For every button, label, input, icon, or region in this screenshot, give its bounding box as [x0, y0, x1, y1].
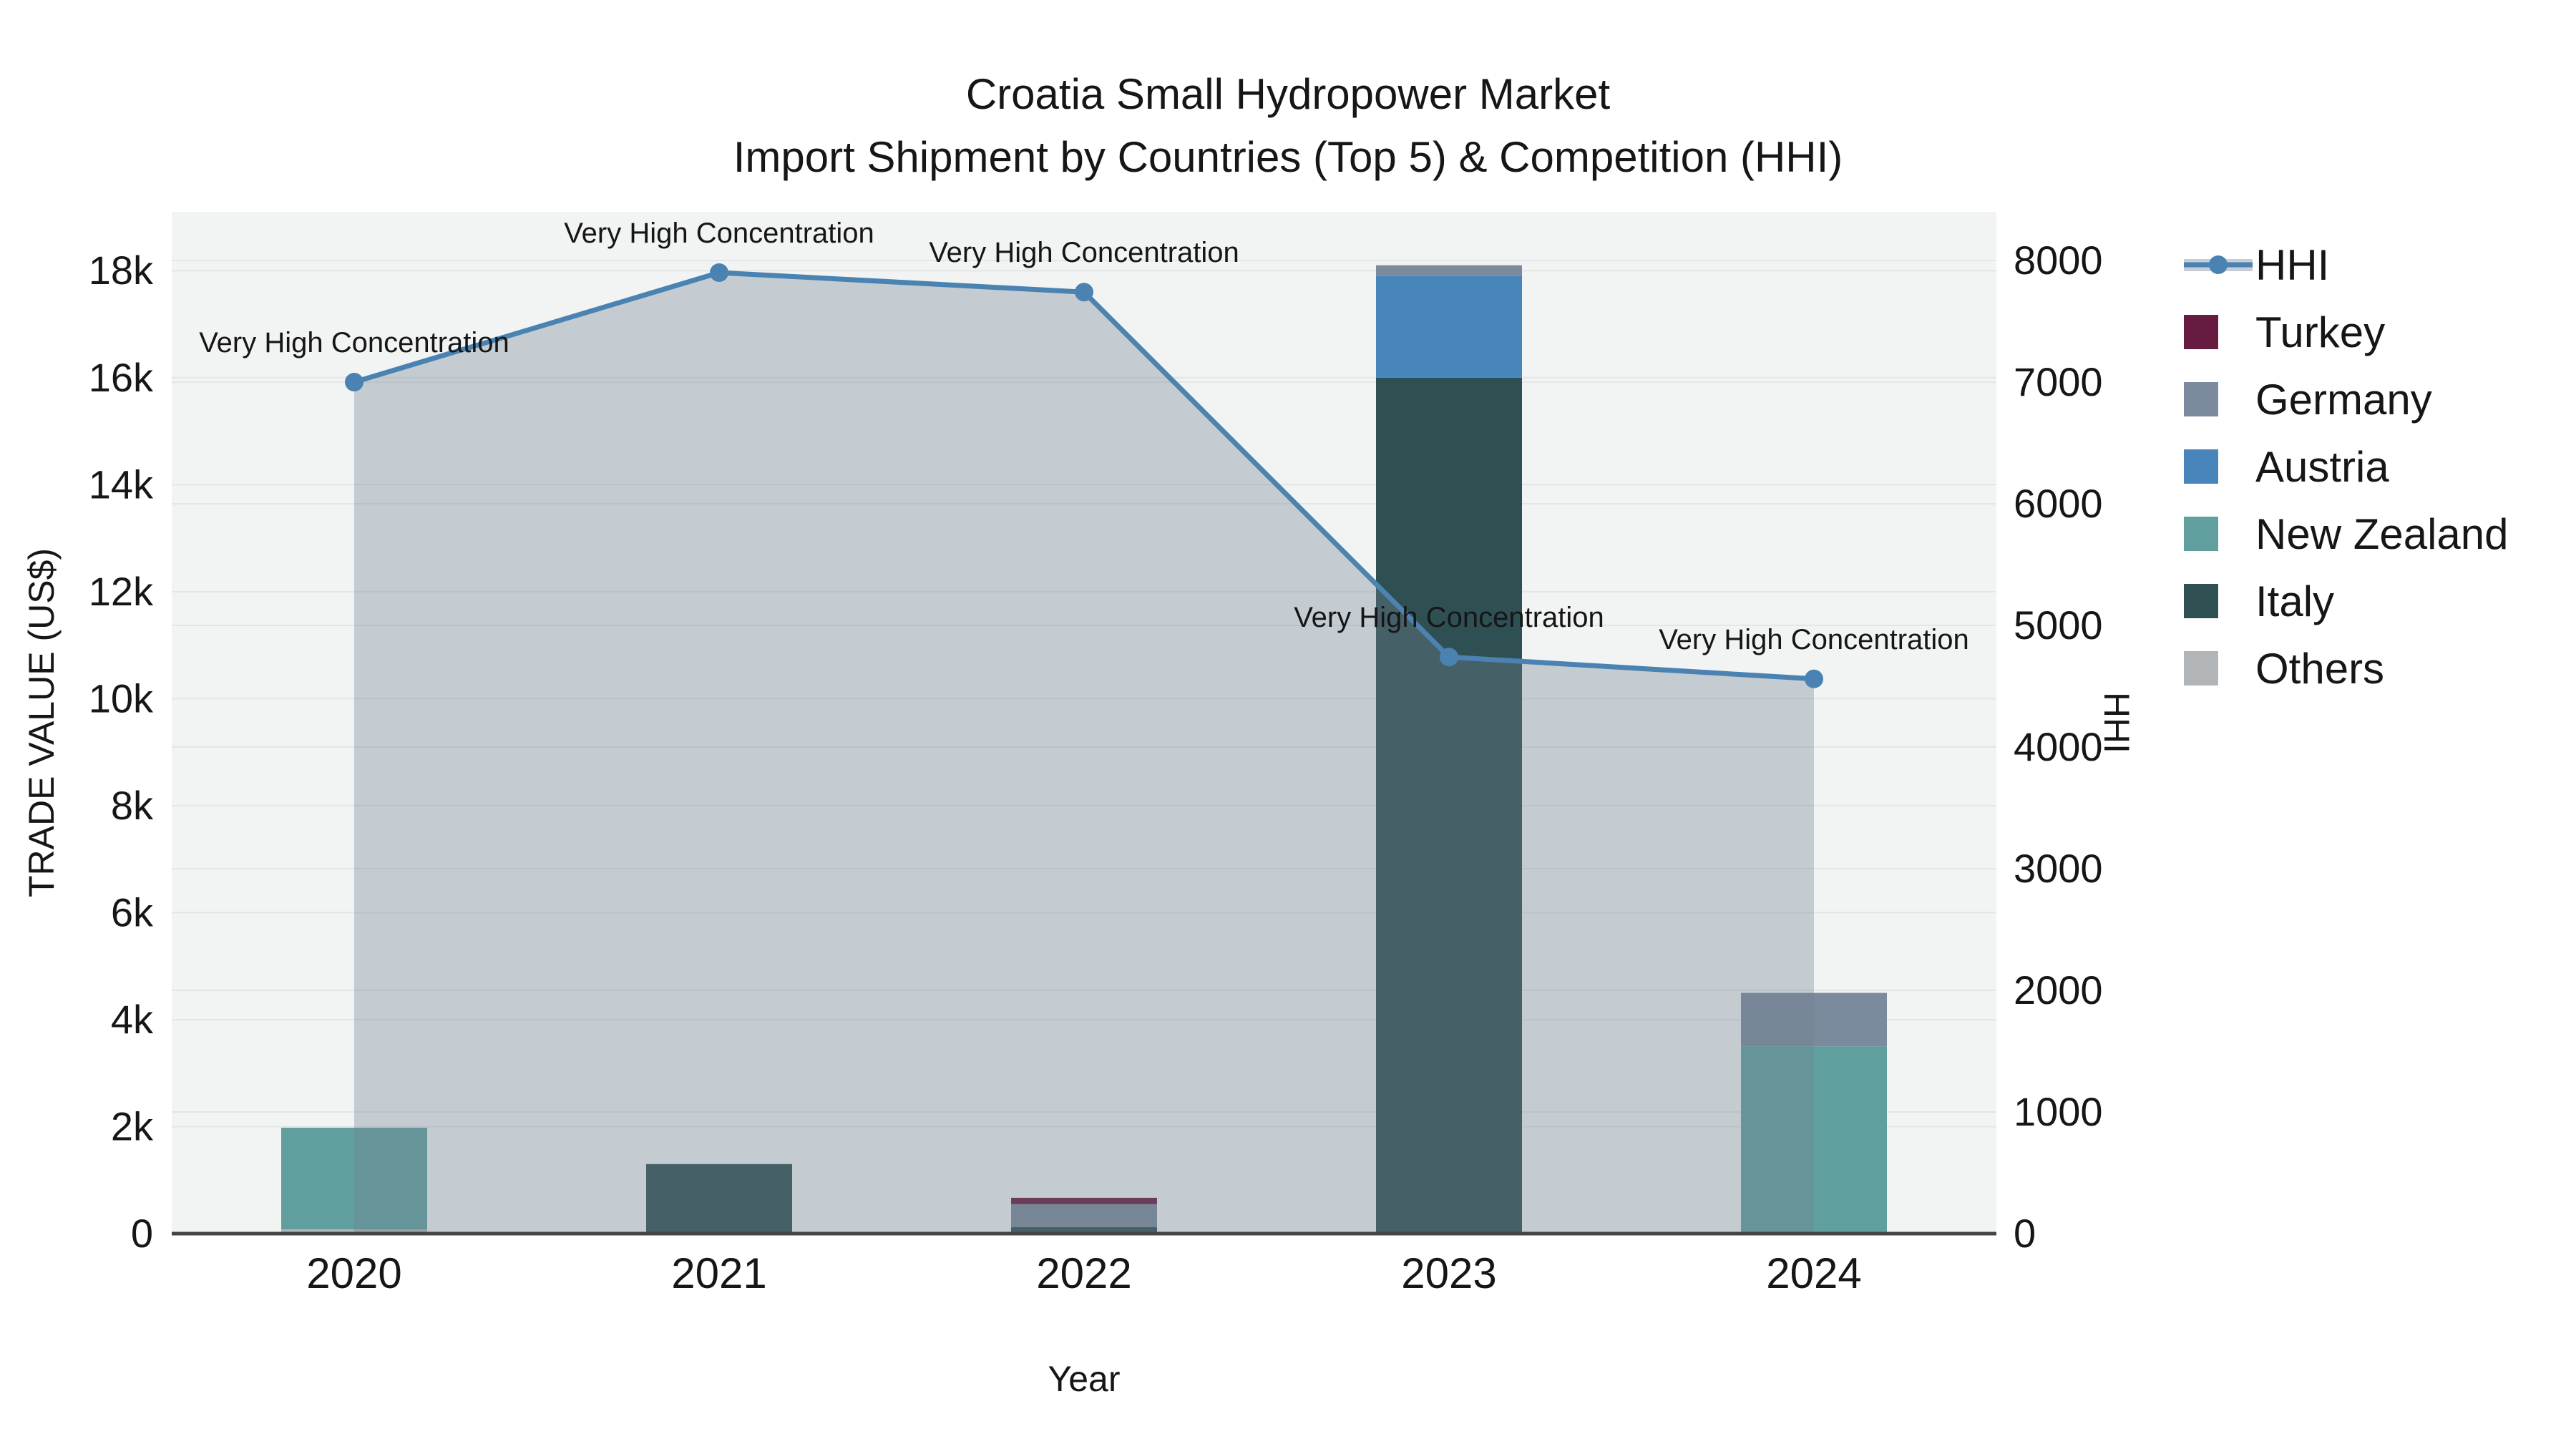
- austria-swatch-icon: [2184, 449, 2218, 484]
- y-left-tick-label: 6k: [111, 889, 154, 935]
- y-right-tick-label: 2000: [2014, 967, 2103, 1013]
- y-right-tick-label: 1000: [2014, 1089, 2103, 1134]
- turkey-swatch-icon: [2184, 315, 2218, 349]
- legend-item-new-zealand[interactable]: New Zealand: [2184, 509, 2509, 558]
- hhi-point-2024: [1805, 669, 1823, 688]
- y-left-tick-label: 12k: [89, 569, 154, 614]
- legend-item-others[interactable]: Others: [2184, 644, 2509, 693]
- annotation-2021: Very High Concentration: [564, 218, 874, 249]
- bar-segment-italy-2023: [1376, 377, 1522, 1234]
- x-tick-label-2021: 2021: [671, 1249, 766, 1297]
- legend-label: Italy: [2255, 577, 2335, 625]
- hhi-point-2020: [345, 373, 364, 391]
- x-tick-label-2020: 2020: [306, 1249, 401, 1297]
- y-right-tick-label: 6000: [2014, 481, 2103, 526]
- bar-segment-austria-2023: [1376, 275, 1522, 378]
- legend: HHI Turkey Germany Austria New Zealand I…: [2184, 240, 2509, 693]
- bar-segment-italy-2022: [1011, 1227, 1157, 1234]
- bar-segment-new-zealand-2020: [281, 1127, 427, 1230]
- germany-swatch-icon: [2184, 382, 2218, 416]
- bar-segment-others-2020: [281, 1229, 427, 1234]
- chart-title-line1: Croatia Small Hydropower Market: [965, 70, 1611, 118]
- x-axis-title: Year: [1048, 1359, 1121, 1399]
- new-zealand-swatch-icon: [2184, 517, 2218, 551]
- others-swatch-icon: [2184, 651, 2218, 686]
- legend-item-turkey[interactable]: Turkey: [2184, 308, 2509, 356]
- bar-segment-germany-2024: [1741, 992, 1887, 1047]
- y-left-tick-label: 4k: [111, 997, 154, 1042]
- y-right-tick-label: 4000: [2014, 724, 2103, 769]
- legend-item-austria[interactable]: Austria: [2184, 442, 2509, 491]
- y-left-tick-label: 18k: [89, 248, 154, 293]
- x-tick-label-2022: 2022: [1036, 1249, 1131, 1297]
- bar-segment-italy-2021: [646, 1163, 792, 1234]
- y-right-tick-label: 0: [2014, 1211, 2036, 1256]
- y-left-tick-label: 10k: [89, 675, 154, 721]
- y-left-tick-label: 2k: [111, 1103, 154, 1148]
- y-right-axis-title: HHI: [2097, 691, 2137, 754]
- y-right-tick-label: 5000: [2014, 602, 2103, 648]
- y-left-axis-title: TRADE VALUE (US$): [21, 547, 62, 898]
- annotation-2022: Very High Concentration: [929, 237, 1239, 268]
- y-right-tick-label: 3000: [2014, 846, 2103, 891]
- bar-segment-new-zealand-2024: [1741, 1046, 1887, 1234]
- legend-item-germany[interactable]: Germany: [2184, 375, 2509, 424]
- legend-label: Others: [2255, 644, 2385, 693]
- chart-title: Croatia Small Hydropower Market Import S…: [0, 63, 2576, 189]
- bar-segment-germany-2022: [1011, 1204, 1157, 1228]
- annotation-2020: Very High Concentration: [199, 327, 509, 358]
- italy-swatch-icon: [2184, 584, 2218, 618]
- hhi-point-2022: [1075, 283, 1093, 302]
- legend-label: Austria: [2255, 442, 2389, 491]
- y-left-tick-label: 16k: [89, 355, 154, 400]
- y-left-tick-label: 0: [131, 1211, 153, 1256]
- legend-label: Germany: [2255, 375, 2432, 424]
- legend-label: HHI: [2255, 240, 2330, 289]
- y-left-tick-label: 14k: [89, 462, 154, 507]
- chart-title-line2: Import Shipment by Countries (Top 5) & C…: [733, 133, 1843, 181]
- hhi-point-2021: [710, 263, 728, 282]
- hhi-area-fill: [354, 273, 1814, 1234]
- y-left-tick-label: 8k: [111, 783, 154, 828]
- hhi-point-2023: [1440, 648, 1458, 667]
- x-tick-label-2024: 2024: [1766, 1249, 1861, 1297]
- bar-segment-germany-2023: [1376, 265, 1522, 276]
- annotation-2024: Very High Concentration: [1659, 624, 1969, 655]
- annotation-2023: Very High Concentration: [1294, 602, 1604, 633]
- bar-segment-turkey-2022: [1011, 1197, 1157, 1204]
- legend-label: Turkey: [2255, 308, 2386, 356]
- x-tick-label-2023: 2023: [1401, 1249, 1496, 1297]
- legend-label: New Zealand: [2255, 509, 2509, 558]
- y-right-tick-label: 7000: [2014, 359, 2103, 404]
- legend-item-hhi[interactable]: HHI: [2184, 240, 2509, 289]
- legend-item-italy[interactable]: Italy: [2184, 577, 2509, 625]
- hhi-line-sample-icon: [2184, 248, 2255, 282]
- y-right-tick-label: 8000: [2014, 238, 2103, 283]
